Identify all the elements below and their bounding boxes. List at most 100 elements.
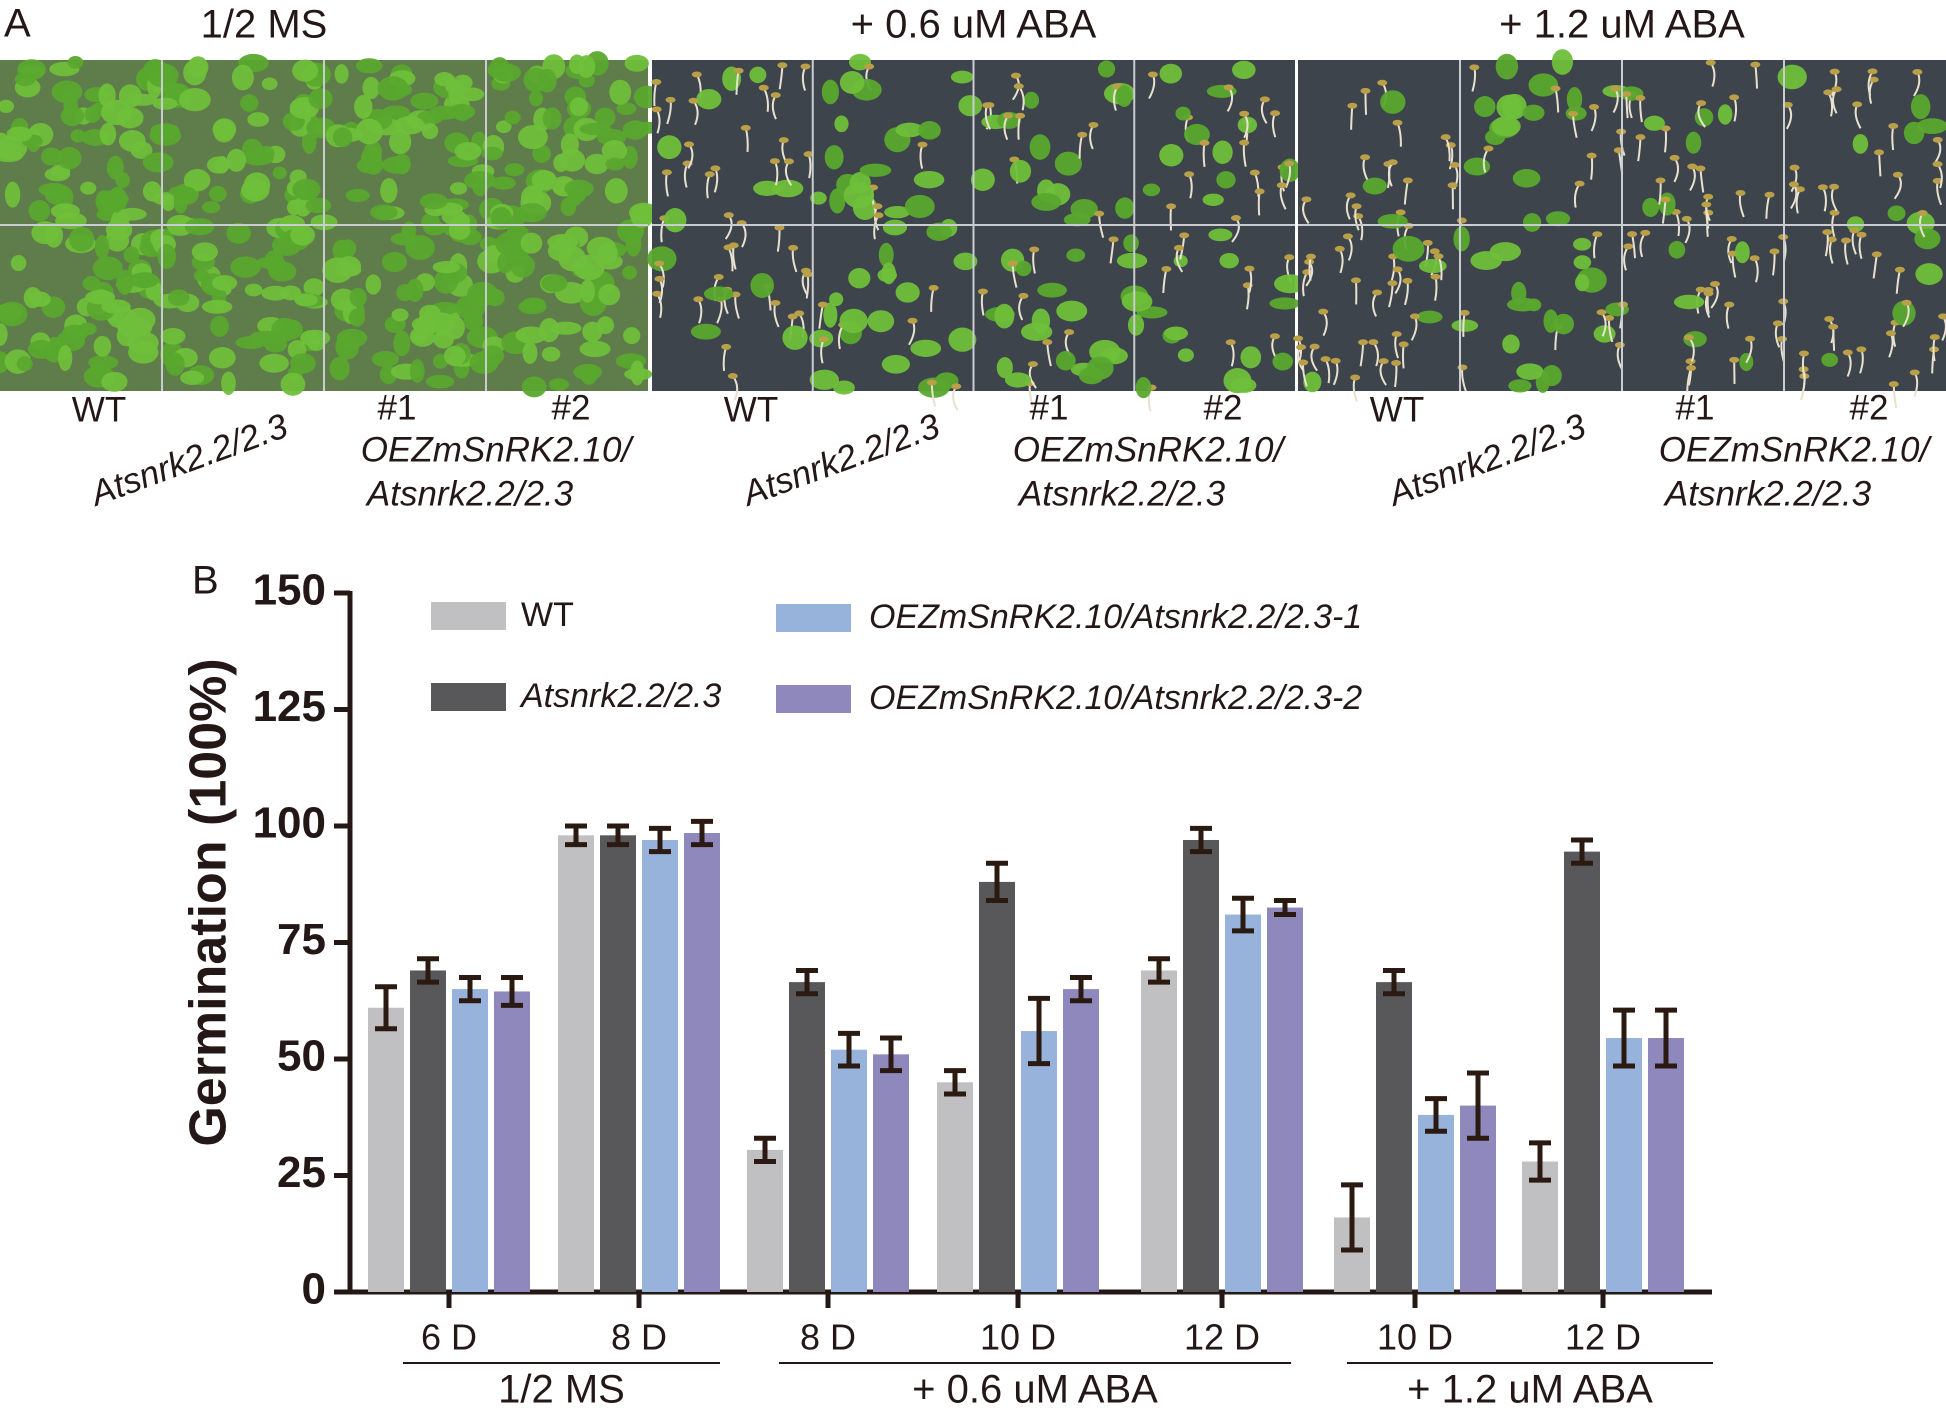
bar (979, 881, 1015, 1292)
seedling (303, 278, 325, 297)
seedling (1015, 260, 1032, 277)
seedling (881, 354, 910, 374)
seedling (657, 135, 682, 160)
seedling (41, 147, 62, 166)
seedling (1303, 371, 1322, 393)
seed (788, 244, 799, 251)
seed (1409, 313, 1420, 320)
seed (1635, 134, 1646, 141)
seedling (848, 267, 871, 289)
seedling (93, 335, 112, 357)
seedling (1274, 274, 1306, 294)
seedling (1377, 214, 1408, 229)
seedling (1127, 314, 1145, 336)
bar (873, 1054, 909, 1292)
line-label: #2 (552, 388, 591, 427)
seed (1351, 203, 1362, 210)
seed (688, 97, 699, 104)
legend-swatch (776, 604, 851, 632)
seedling (1135, 377, 1152, 399)
seed (1932, 161, 1943, 168)
error-bar (1383, 967, 1405, 997)
seed (1309, 343, 1320, 350)
bar (1021, 1031, 1057, 1292)
seed (928, 284, 939, 291)
bar (600, 835, 636, 1292)
seed (872, 203, 883, 210)
bar (1606, 1038, 1642, 1292)
seedling (230, 256, 261, 278)
error-bar (1529, 1140, 1551, 1183)
seed (651, 78, 662, 85)
seed (1695, 165, 1706, 172)
seed (1683, 334, 1694, 341)
plate-title: + 1.2 uM ABA (1499, 3, 1745, 47)
seedling (380, 178, 398, 204)
legend-label: WT (521, 596, 574, 634)
seed (727, 373, 738, 380)
seed (1696, 100, 1707, 107)
seedling (1516, 363, 1544, 380)
seedling (1668, 240, 1686, 259)
seed (1392, 119, 1403, 126)
seedling (94, 234, 110, 260)
seedling (1453, 226, 1470, 252)
seedling (411, 331, 428, 344)
seed (1064, 329, 1075, 336)
seedling (547, 240, 574, 262)
error-bar (375, 984, 397, 1032)
root (1878, 152, 1882, 177)
seed (1350, 374, 1361, 381)
seedling (157, 243, 177, 269)
seed (1687, 163, 1698, 170)
seed (1350, 277, 1361, 284)
seed (1223, 84, 1234, 91)
seedling (409, 359, 425, 383)
seed (1378, 358, 1389, 365)
seedling (334, 64, 349, 84)
seedling (147, 63, 179, 88)
seed (1429, 248, 1440, 255)
seedling (1495, 53, 1519, 80)
seedling (522, 341, 538, 364)
seedling (521, 297, 546, 310)
seed (1874, 149, 1885, 156)
seedling (1269, 297, 1301, 310)
seedling (411, 317, 435, 333)
seedling (1916, 118, 1946, 134)
seedling (542, 107, 562, 130)
bar (937, 1082, 973, 1292)
seedling (434, 72, 455, 87)
seedling (105, 219, 133, 241)
line-label: #1 (1030, 388, 1069, 427)
seed (654, 260, 665, 267)
error-bar (796, 967, 818, 997)
error-bar (565, 823, 587, 848)
x-tick-label: 12 D (1565, 1317, 1641, 1358)
seedling (997, 111, 1021, 129)
seedling (92, 256, 123, 281)
seed (1358, 339, 1369, 346)
seedling (354, 94, 373, 119)
seedling (1566, 87, 1583, 112)
seed (1888, 381, 1899, 388)
error-bar (1148, 956, 1170, 985)
seed (1296, 344, 1307, 351)
seedling (1892, 300, 1916, 326)
seedling (1543, 309, 1559, 333)
seedling (1673, 294, 1705, 310)
line-label: #1 (378, 388, 417, 427)
seedling (829, 188, 846, 214)
construct-label: Atsnrk2.2/2.3 (1017, 474, 1226, 513)
construct-label: Atsnrk2.2/2.3 (1663, 474, 1872, 513)
seedling (361, 147, 382, 168)
seedling (1056, 300, 1088, 322)
seedling (78, 322, 97, 336)
seed (1440, 134, 1451, 141)
seed (1568, 110, 1579, 117)
seed (817, 301, 828, 308)
seedling (391, 308, 409, 322)
y-tick-label: 100 (253, 799, 326, 848)
seed (1932, 136, 1943, 143)
seed (1293, 335, 1304, 342)
